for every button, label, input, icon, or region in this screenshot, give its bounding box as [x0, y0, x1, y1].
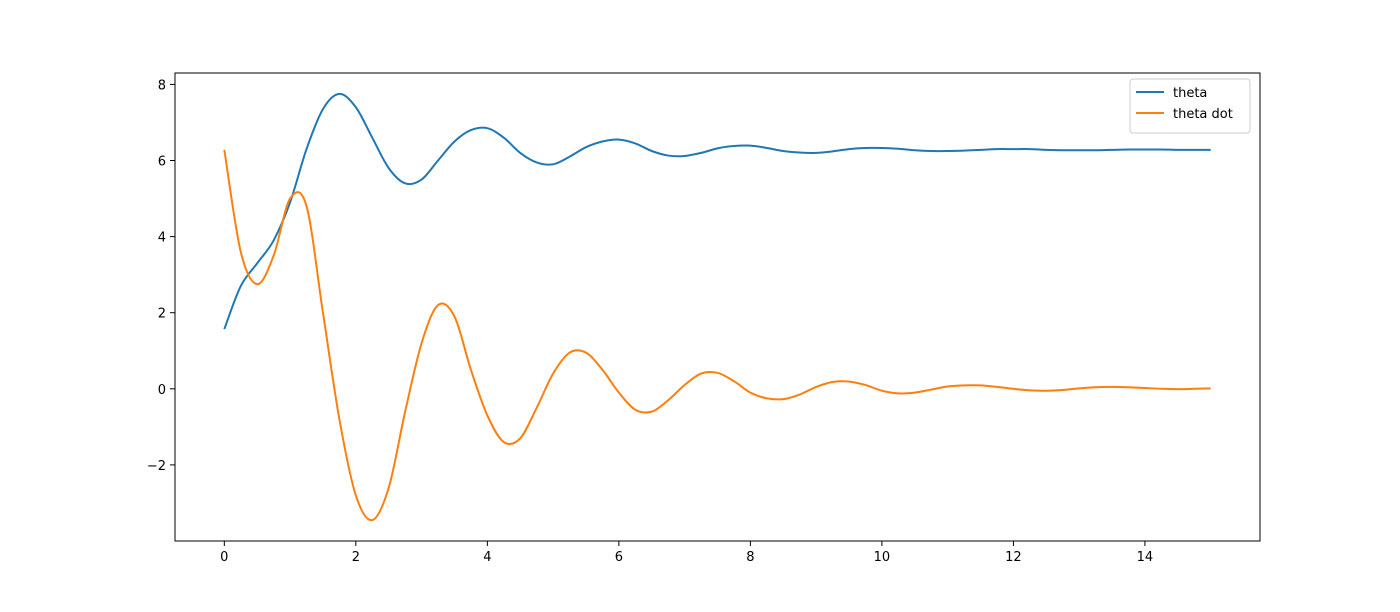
- x-tick-label: 8: [746, 550, 754, 565]
- legend: theta theta dot: [1129, 78, 1251, 134]
- y-tick-label: 6: [158, 155, 166, 170]
- x-tick-label: 10: [874, 550, 891, 565]
- plot-frame: [174, 72, 1261, 542]
- y-tick-label: 8: [158, 78, 166, 93]
- legend-label: theta dot: [1173, 107, 1233, 122]
- y-tick-label: 4: [158, 231, 166, 246]
- y-tick-label: 0: [158, 383, 166, 398]
- x-tick-label: 12: [1005, 550, 1022, 565]
- series-line: [223, 149, 1211, 522]
- y-tick-label: 2: [158, 307, 166, 322]
- x-tick-label: 14: [1137, 550, 1154, 565]
- x-tick-label: 6: [615, 550, 623, 565]
- y-tick-label: −2: [147, 459, 166, 474]
- legend-label: theta: [1173, 86, 1207, 101]
- x-tick-label: 4: [483, 550, 491, 565]
- x-tick-label: 2: [352, 550, 360, 565]
- series-line: [223, 92, 1211, 330]
- x-tick-label: 0: [220, 550, 228, 565]
